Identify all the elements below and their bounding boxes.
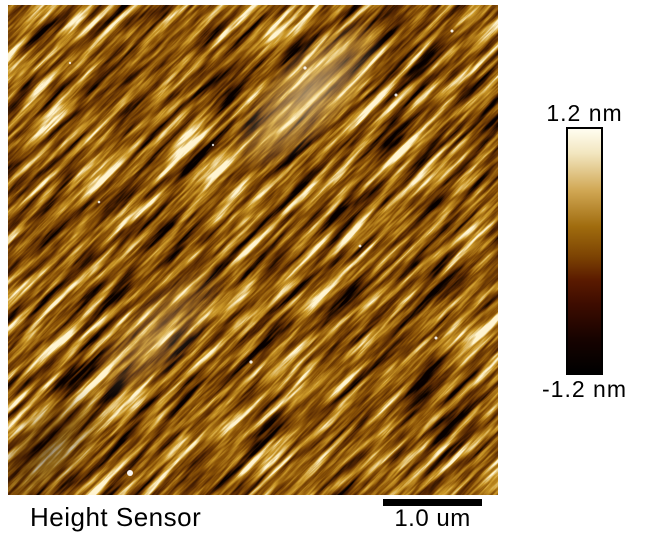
afm-scan-image xyxy=(8,5,498,495)
colorbar-min-tick-label: -1.2 nm xyxy=(542,376,627,402)
afm-texture xyxy=(8,5,498,495)
scale-bar-label: 1.0 um xyxy=(394,505,471,532)
colorbar xyxy=(566,127,603,375)
scale-bar xyxy=(383,499,482,506)
colorbar-max-tick-label: 1.2 nm xyxy=(546,100,623,126)
channel-caption: Height Sensor xyxy=(30,502,202,532)
